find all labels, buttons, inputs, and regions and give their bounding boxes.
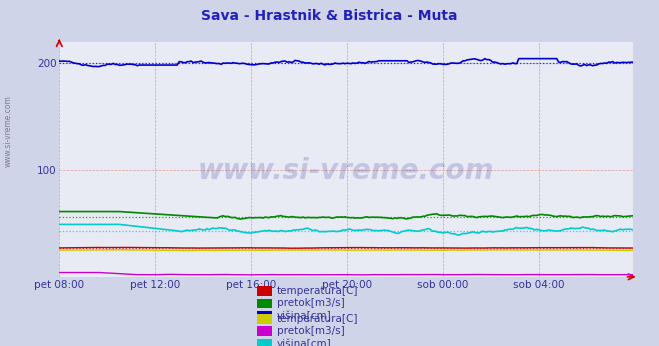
Text: Sava - Hrastnik & Bistrica - Muta: Sava - Hrastnik & Bistrica - Muta bbox=[201, 9, 458, 22]
Text: temperatura[C]: temperatura[C] bbox=[277, 286, 358, 296]
Text: višina[cm]: višina[cm] bbox=[277, 311, 331, 321]
Text: pretok[m3/s]: pretok[m3/s] bbox=[277, 326, 345, 336]
Text: pretok[m3/s]: pretok[m3/s] bbox=[277, 299, 345, 308]
Text: temperatura[C]: temperatura[C] bbox=[277, 314, 358, 324]
Text: www.si-vreme.com: www.si-vreme.com bbox=[198, 157, 494, 185]
Text: www.si-vreme.com: www.si-vreme.com bbox=[4, 95, 13, 167]
Text: višina[cm]: višina[cm] bbox=[277, 338, 331, 346]
